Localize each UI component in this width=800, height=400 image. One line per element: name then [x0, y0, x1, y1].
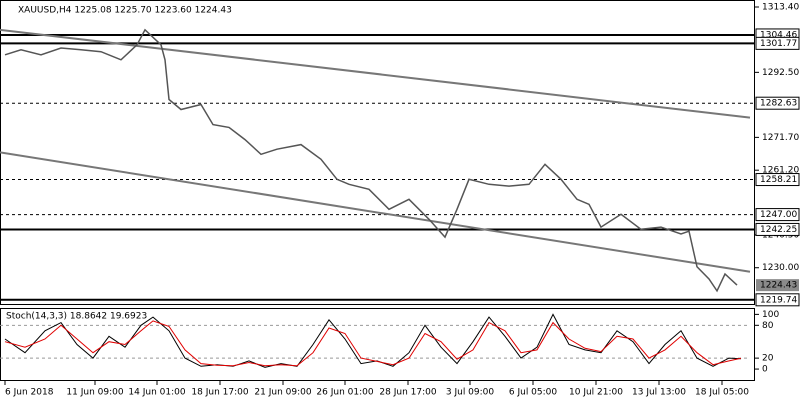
level-label: 1219.74 — [760, 295, 797, 305]
series-line — [4, 28, 738, 293]
x-tick-label: 6 Jul 05:00 — [509, 388, 558, 398]
x-tick-label: 21 Jun 09:00 — [254, 388, 311, 398]
level-label: 1258.21 — [760, 175, 797, 185]
level-label: 1242.25 — [760, 225, 797, 235]
x-tick-label: 18 Jun 17:00 — [191, 388, 248, 398]
stoch-panel — [0, 308, 755, 381]
last-price-label: 1224.43 — [760, 281, 797, 291]
trend-line — [0, 151, 751, 273]
chart-title: XAUUSD,H4 1225.08 1225.70 1223.60 1224.4… — [18, 6, 232, 16]
level-label-box — [755, 36, 800, 50]
level-label: 1304.46 — [760, 30, 797, 40]
y-tick-label: 20 — [762, 354, 774, 364]
x-tick-label: 14 Jun 01:00 — [128, 388, 185, 398]
x-tick-label: 18 Jul 05:00 — [695, 388, 749, 398]
series-line — [4, 313, 742, 368]
level-label: 1282.63 — [760, 99, 797, 109]
level-label-box — [755, 96, 800, 110]
y-tick-label: 100 — [762, 310, 779, 320]
trend-line — [0, 28, 751, 119]
level-label-box — [755, 293, 800, 307]
level-label-box — [755, 208, 800, 222]
level-label-box — [755, 173, 800, 187]
x-tick-label: 11 Jun 09:00 — [66, 388, 123, 398]
y-tick-label: 1271.70 — [762, 133, 799, 143]
level-label-box — [755, 222, 800, 236]
x-tick-label: 6 Jun 2018 — [5, 388, 54, 398]
y-tick-label: 0 — [762, 365, 768, 375]
y-tick-label: 1313.40 — [762, 3, 799, 13]
last-price-box — [756, 279, 799, 292]
main-panel — [0, 0, 755, 305]
y-tick-label: 1261.20 — [762, 166, 799, 176]
x-tick-label: 10 Jul 21:00 — [569, 388, 623, 398]
y-tick-label: 1230.00 — [762, 263, 799, 273]
y-tick-label: 1292.50 — [762, 68, 799, 78]
x-tick-label: 13 Jul 13:00 — [632, 388, 686, 398]
level-label: 1247.00 — [760, 210, 797, 220]
x-tick-label: 26 Jun 01:00 — [316, 388, 373, 398]
y-tick-label: 80 — [762, 321, 774, 331]
level-label: 1301.77 — [760, 39, 797, 49]
series-line — [4, 320, 742, 367]
stoch-title: Stoch(14,3,3) 18.8642 19.6923 — [6, 312, 147, 322]
x-tick-label: 28 Jun 17:00 — [379, 388, 436, 398]
x-tick-label: 3 Jul 09:00 — [446, 388, 495, 398]
